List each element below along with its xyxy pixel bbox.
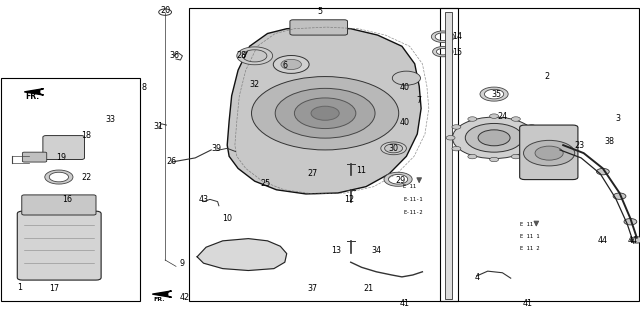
Circle shape: [478, 130, 510, 146]
Circle shape: [596, 168, 609, 175]
Text: 40: 40: [399, 118, 410, 127]
Circle shape: [468, 117, 477, 121]
Text: 37: 37: [307, 284, 317, 293]
Bar: [189, 8, 458, 301]
Text: 3: 3: [615, 114, 620, 122]
Text: 25: 25: [260, 179, 271, 188]
Text: E 11 1: E 11 1: [520, 234, 539, 239]
Text: 39: 39: [211, 144, 221, 153]
Circle shape: [624, 219, 637, 225]
Text: 38: 38: [604, 137, 614, 146]
FancyBboxPatch shape: [22, 152, 47, 162]
Circle shape: [452, 117, 536, 159]
Text: 5: 5: [317, 7, 323, 16]
Circle shape: [527, 125, 536, 129]
Text: 24: 24: [497, 112, 508, 121]
Text: 41: 41: [399, 299, 410, 308]
Text: 14: 14: [452, 32, 463, 41]
Text: 40: 40: [399, 83, 410, 92]
Circle shape: [275, 88, 375, 138]
Text: 34: 34: [371, 246, 381, 255]
Circle shape: [452, 125, 461, 129]
Bar: [440, 8, 639, 301]
FancyBboxPatch shape: [290, 20, 348, 35]
Circle shape: [630, 237, 640, 243]
Text: 29: 29: [395, 176, 405, 185]
FancyBboxPatch shape: [520, 125, 578, 180]
Text: 33: 33: [105, 115, 115, 124]
Circle shape: [490, 157, 499, 162]
Text: 42: 42: [179, 293, 189, 302]
Text: 44: 44: [627, 236, 637, 245]
Polygon shape: [197, 239, 287, 271]
Circle shape: [281, 59, 301, 70]
Polygon shape: [227, 27, 421, 194]
FancyBboxPatch shape: [17, 211, 101, 280]
Text: 36: 36: [169, 51, 179, 60]
Polygon shape: [24, 89, 44, 95]
Circle shape: [613, 193, 626, 199]
Circle shape: [452, 146, 461, 151]
Text: 23: 23: [574, 141, 584, 150]
Text: 12: 12: [344, 195, 354, 204]
Text: E-11-1: E-11-1: [403, 197, 422, 202]
Circle shape: [490, 114, 499, 118]
Text: 41: 41: [523, 299, 533, 308]
Text: E-11-2: E-11-2: [403, 210, 422, 215]
Circle shape: [533, 136, 542, 140]
Text: 7: 7: [417, 96, 422, 105]
Text: 13: 13: [331, 246, 341, 255]
Circle shape: [511, 154, 520, 159]
Circle shape: [535, 146, 563, 160]
Text: 30: 30: [388, 144, 399, 153]
Text: 31: 31: [154, 122, 164, 130]
Text: 2: 2: [545, 72, 550, 81]
Circle shape: [273, 56, 309, 73]
Text: 17: 17: [49, 284, 60, 293]
Circle shape: [252, 77, 399, 150]
Text: 43: 43: [198, 195, 209, 204]
Text: 28: 28: [237, 51, 247, 60]
Text: 44: 44: [598, 236, 608, 245]
Text: 26: 26: [166, 157, 177, 166]
FancyBboxPatch shape: [43, 136, 84, 160]
Circle shape: [392, 71, 420, 85]
Text: 19: 19: [56, 153, 66, 162]
Text: 15: 15: [452, 48, 463, 57]
Circle shape: [468, 154, 477, 159]
Circle shape: [524, 140, 575, 166]
FancyBboxPatch shape: [22, 195, 96, 215]
Text: 9: 9: [180, 259, 185, 268]
Text: 22: 22: [81, 173, 92, 182]
Circle shape: [311, 106, 339, 120]
Text: 11: 11: [356, 166, 367, 175]
Text: 20: 20: [160, 6, 170, 15]
Text: E 11: E 11: [403, 184, 416, 189]
Text: FR.: FR.: [26, 93, 40, 101]
Circle shape: [446, 136, 455, 140]
Circle shape: [511, 117, 520, 121]
Circle shape: [465, 123, 523, 152]
Text: E 11 2: E 11 2: [520, 246, 539, 251]
Text: 1: 1: [17, 283, 22, 292]
Text: 16: 16: [62, 195, 72, 204]
Text: 35: 35: [491, 90, 501, 99]
Text: 10: 10: [222, 214, 232, 223]
Text: 27: 27: [307, 169, 317, 178]
Circle shape: [527, 146, 536, 151]
Text: FR.: FR.: [154, 297, 165, 302]
Text: 21: 21: [363, 284, 373, 293]
Polygon shape: [152, 291, 172, 297]
Bar: [445, 12, 452, 299]
Text: 18: 18: [81, 131, 92, 140]
Text: 6: 6: [282, 61, 287, 70]
Text: E 11: E 11: [520, 222, 532, 227]
Text: 32: 32: [250, 80, 260, 89]
Text: 4: 4: [474, 273, 479, 282]
Circle shape: [294, 98, 356, 129]
Text: 8: 8: [141, 83, 147, 92]
Bar: [1, 78, 140, 301]
